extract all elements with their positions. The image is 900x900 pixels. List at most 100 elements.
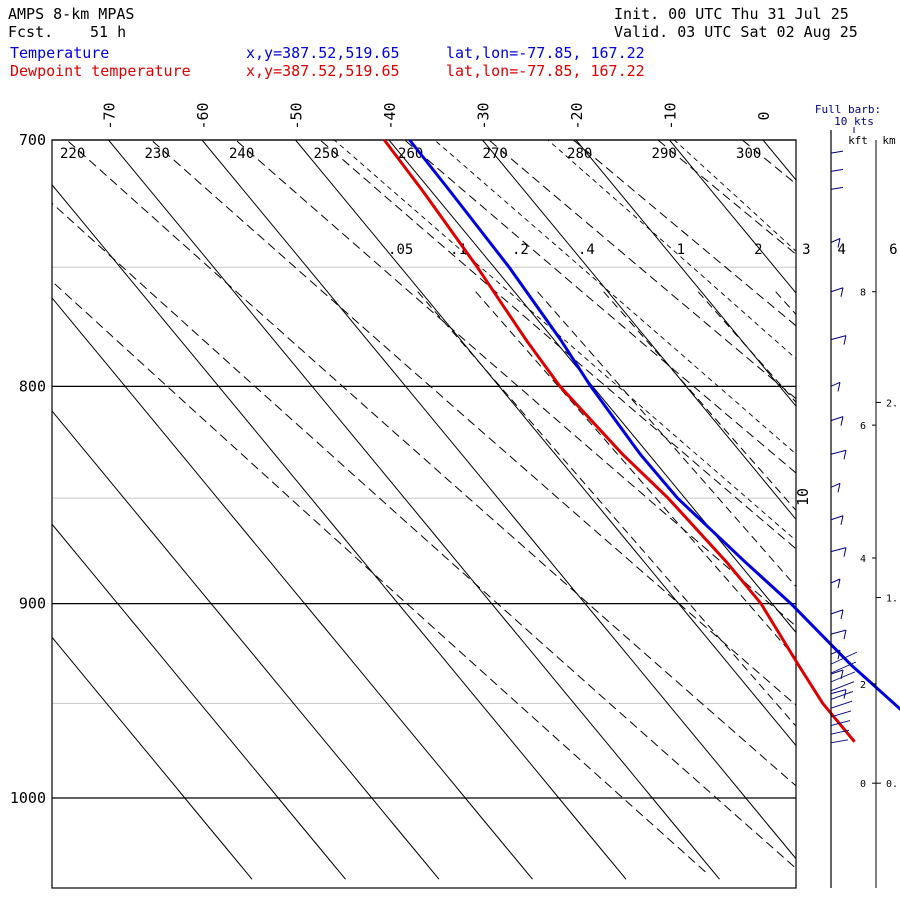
dry-adiabat-label: 280 (567, 146, 592, 162)
wind-barb (830, 449, 847, 455)
isotherm-label: 0 (755, 111, 773, 120)
dry-adiabat-line (488, 140, 796, 400)
pressure-tick-label: 900 (19, 595, 46, 613)
dry-adiabat-label: 220 (60, 146, 85, 162)
mixing-ratio-label: 4 (837, 242, 845, 258)
wind-barb-feather (837, 578, 841, 589)
wind-barb-feather (837, 238, 841, 248)
saturated-adiabat-line (547, 140, 796, 360)
isotherm-label: -70 (101, 102, 119, 129)
isotherm-label: -20 (568, 102, 586, 129)
isotherm-line (388, 140, 796, 634)
wind-barb (830, 381, 841, 387)
wind-barb-low (830, 720, 851, 727)
mixing-ratio-line (775, 291, 796, 316)
temperature-xy: x,y=387.52,519.65 (246, 44, 400, 62)
dry-adiabat-line (52, 280, 709, 875)
wind-barb (830, 629, 847, 635)
wind-barb-low (830, 651, 858, 665)
isotherm-label: -30 (475, 102, 493, 129)
wind-barb-low (830, 681, 855, 692)
mixing-ratio-label: 1 (677, 242, 685, 258)
wind-barb-low (830, 671, 856, 683)
dry-adiabat-line (878, 114, 900, 874)
wind-barb (830, 287, 844, 293)
pressure-tick-label: 700 (19, 131, 46, 149)
wind-barb (830, 649, 841, 655)
wind-barb-feather (843, 335, 847, 345)
kft-tick-label: 4 (860, 554, 866, 565)
dry-adiabat-line (52, 202, 796, 870)
dry-adiabat-label: 250 (314, 146, 339, 162)
isotherm-label: -60 (194, 102, 212, 129)
mixing-ratio-line (417, 291, 796, 727)
pressure-tick-label: 1000 (10, 789, 46, 807)
dry-adiabat-label: 270 (483, 146, 508, 162)
dewpoint-xy: x,y=387.52,519.65 (246, 62, 400, 80)
wind-barb (830, 416, 844, 422)
dry-adiabat-line (150, 140, 796, 706)
wind-barb-feather (837, 382, 841, 392)
wind-barb (830, 238, 841, 243)
dry-adiabat-label: 230 (144, 146, 169, 162)
wind-barb-low (830, 700, 853, 709)
isotherm-line (575, 140, 796, 407)
wind-barb-feather (843, 547, 847, 557)
mixing-ratio-label: 6 (889, 242, 897, 258)
dry-adiabat-line (234, 140, 796, 627)
kft-tick-label: 6 (860, 421, 866, 432)
kft-tick-label: 8 (860, 288, 866, 299)
km-tick-label: 2. (886, 398, 898, 409)
isotherm-label: -50 (288, 102, 306, 129)
dry-adiabat-line (657, 140, 796, 255)
wind-barb-top (830, 168, 844, 172)
wind-barb-feather (840, 609, 844, 619)
temperature-profile-line (408, 139, 900, 711)
dry-adiabat-label: 290 (652, 146, 677, 162)
wind-barb-feather (837, 483, 841, 493)
wind-barb (830, 335, 847, 341)
isotherm-label: -40 (381, 102, 399, 129)
wind-barb-low (830, 729, 850, 735)
kft-tick-label: 0 (860, 779, 866, 790)
dry-adiabat-line (319, 140, 796, 550)
wind-barb (830, 609, 844, 615)
dewpoint-latlon: lat,lon=-77.85, 167.22 (446, 62, 645, 80)
isotherm-line (108, 140, 720, 880)
temperature-latlon: lat,lon=-77.85, 167.22 (446, 44, 645, 62)
isotherm-line (295, 140, 796, 747)
isotherm-line (52, 297, 533, 880)
forecast-label: Fcst. (8, 23, 54, 41)
wind-barb (830, 578, 841, 584)
temperature-legend-label: Temperature (10, 44, 110, 62)
wind-barb-top (830, 150, 844, 154)
wind-panel-subtitle: 10 kts (834, 115, 874, 128)
kft-tick-label: 2 (860, 680, 866, 691)
wind-barb-feather (840, 287, 844, 297)
wind-barb-top (830, 186, 844, 190)
isotherm-line (669, 140, 796, 294)
pressure-tick-label: 800 (19, 377, 46, 395)
wind-barb-low (830, 691, 854, 700)
dewpoint-profile-line (383, 139, 856, 743)
mixing-ratio-label: .4 (578, 242, 595, 258)
mixing-ratio-line (537, 291, 796, 588)
model-name: AMPS 8-km MPAS (8, 5, 135, 23)
dry-adiabat-label: 300 (736, 146, 761, 162)
wind-barb-feather (843, 630, 847, 640)
valid-time: Valid. 03 UTC Sat 02 Aug 25 (614, 23, 858, 41)
wind-barb (830, 482, 841, 488)
init-time: Init. 00 UTC Thu 31 Jul 25 (614, 5, 849, 23)
wind-barb (830, 689, 847, 695)
wind-barb-low (830, 739, 849, 744)
isotherm-line (52, 636, 253, 880)
wind-barb (830, 669, 844, 675)
wind-barb-low (830, 710, 852, 718)
saturated-adiabat-line (333, 140, 796, 542)
isotherm-line (52, 410, 440, 880)
isotherm-label: -10 (662, 102, 680, 129)
plot-frame (51, 139, 797, 889)
mixing-ratio-label: 3 (802, 242, 810, 258)
mixing-ratio-label: .05 (388, 242, 413, 258)
